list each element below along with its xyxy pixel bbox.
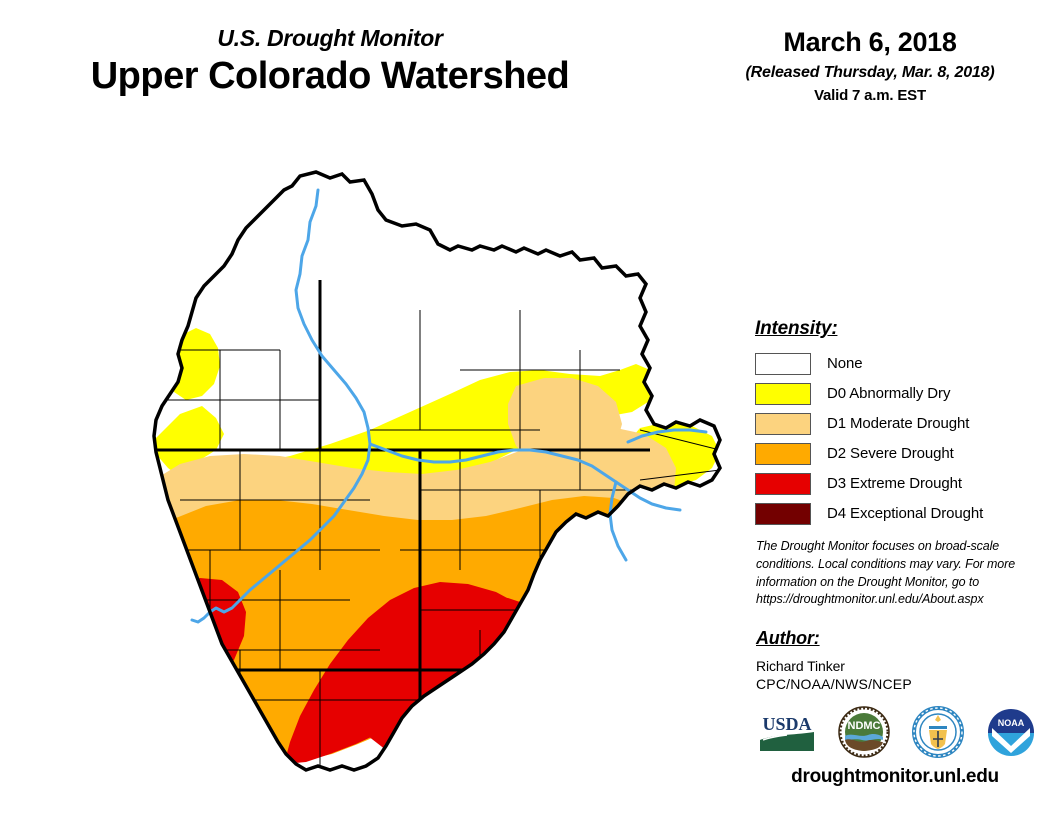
valid-date: March 6, 2018 (783, 27, 957, 57)
usda-logo-field (760, 732, 814, 751)
unl-seal-ring-text (912, 707, 963, 757)
legend-swatch-none (755, 352, 811, 375)
author-organization: CPC/NOAA/NWS/NCEP (756, 676, 912, 693)
site-url: droughtmonitor.unl.edu (791, 766, 999, 787)
legend-swatch-d3 (755, 472, 811, 495)
legend-label-d0: D0 Abnormally Dry (827, 385, 951, 402)
author-block: Author: Richard Tinker CPC/NOAA/NWS/NCEP (756, 628, 1036, 693)
valid-time: Valid 7 a.m. EST (814, 87, 926, 105)
legend-item-d2: D2 Severe Drought (755, 439, 1045, 468)
noaa-logo-sky (987, 709, 1034, 733)
legend-label-d1: D1 Moderate Drought (827, 415, 970, 432)
drought-area-d3-diagonal (284, 582, 576, 764)
legend-swatch-d4 (755, 502, 811, 525)
drought-area-d3-west (154, 578, 246, 698)
unl-seal-book (928, 726, 947, 729)
title-block: U.S. Drought Monitor Upper Colorado Wate… (0, 25, 660, 99)
noaa-logo-text: NOAA (998, 718, 1025, 728)
legend-label-d2: D2 Severe Drought (827, 445, 954, 462)
river-tributary-east (626, 428, 708, 444)
date-block: March 6, 2018 (Released Thursday, Mar. 8… (700, 27, 1040, 105)
noaa-logo-bird (991, 728, 1030, 753)
legend-item-d1: D1 Moderate Drought (755, 409, 1045, 438)
drought-area-d1-northeast (508, 378, 622, 470)
release-date: (Released Thursday, Mar. 8, 2018) (745, 63, 995, 81)
ndmc-logo-soil (845, 739, 884, 751)
noaa-logo: NOAA (987, 709, 1034, 756)
author-heading: Author: (756, 628, 820, 648)
drought-monitor-title: U.S. Drought Monitor (217, 25, 443, 51)
page-header: U.S. Drought Monitor Upper Colorado Wate… (0, 0, 1056, 130)
drought-fill-layer (154, 172, 720, 770)
river-green (368, 442, 682, 512)
rivers-layer (190, 188, 708, 624)
map-svg (152, 170, 722, 772)
river-tributary-south (608, 480, 628, 562)
legend-title: Intensity: (755, 318, 838, 339)
usda-logo-text: USDA (762, 714, 811, 734)
author-name: Richard Tinker (756, 658, 845, 674)
legend-label-none: None (827, 355, 863, 372)
legend-item-d3: D3 Extreme Drought (755, 469, 1045, 498)
usda-logo: USDA (760, 714, 814, 751)
legend-swatch-d0 (755, 382, 811, 405)
ndmc-logo: NDMC (838, 706, 891, 758)
legend-label-d4: D4 Exceptional Drought (827, 505, 984, 522)
unl-seal-logo (911, 706, 964, 758)
ndmc-logo-text: NDMC (848, 720, 881, 732)
legend-label-d3: D3 Extreme Drought (827, 475, 962, 492)
legend: Intensity: None D0 Abnormally Dry D1 Mod… (755, 318, 1045, 529)
drought-area-d3-southeast (550, 622, 658, 720)
ndmc-logo-ring-text (838, 706, 890, 758)
disclaimer-text: The Drought Monitor focuses on broad-sca… (756, 539, 1016, 607)
legend-item-d4: D4 Exceptional Drought (755, 499, 1045, 528)
river-colorado-main (238, 188, 372, 602)
river-tributary-west (190, 598, 242, 624)
legend-swatch-d1 (755, 412, 811, 435)
legend-swatch-d2 (755, 442, 811, 465)
usda-logo-furrow (762, 734, 788, 741)
legend-item-none: None (755, 349, 1045, 378)
drought-map (120, 150, 740, 810)
unl-seal-torch (934, 715, 941, 722)
logo-strip: USDA NDMC NOAA (757, 703, 1037, 761)
legend-item-d0: D0 Abnormally Dry (755, 379, 1045, 408)
page-title: Upper Colorado Watershed (90, 55, 570, 98)
unl-seal-anchor (932, 731, 943, 747)
ndmc-logo-water (845, 734, 884, 741)
